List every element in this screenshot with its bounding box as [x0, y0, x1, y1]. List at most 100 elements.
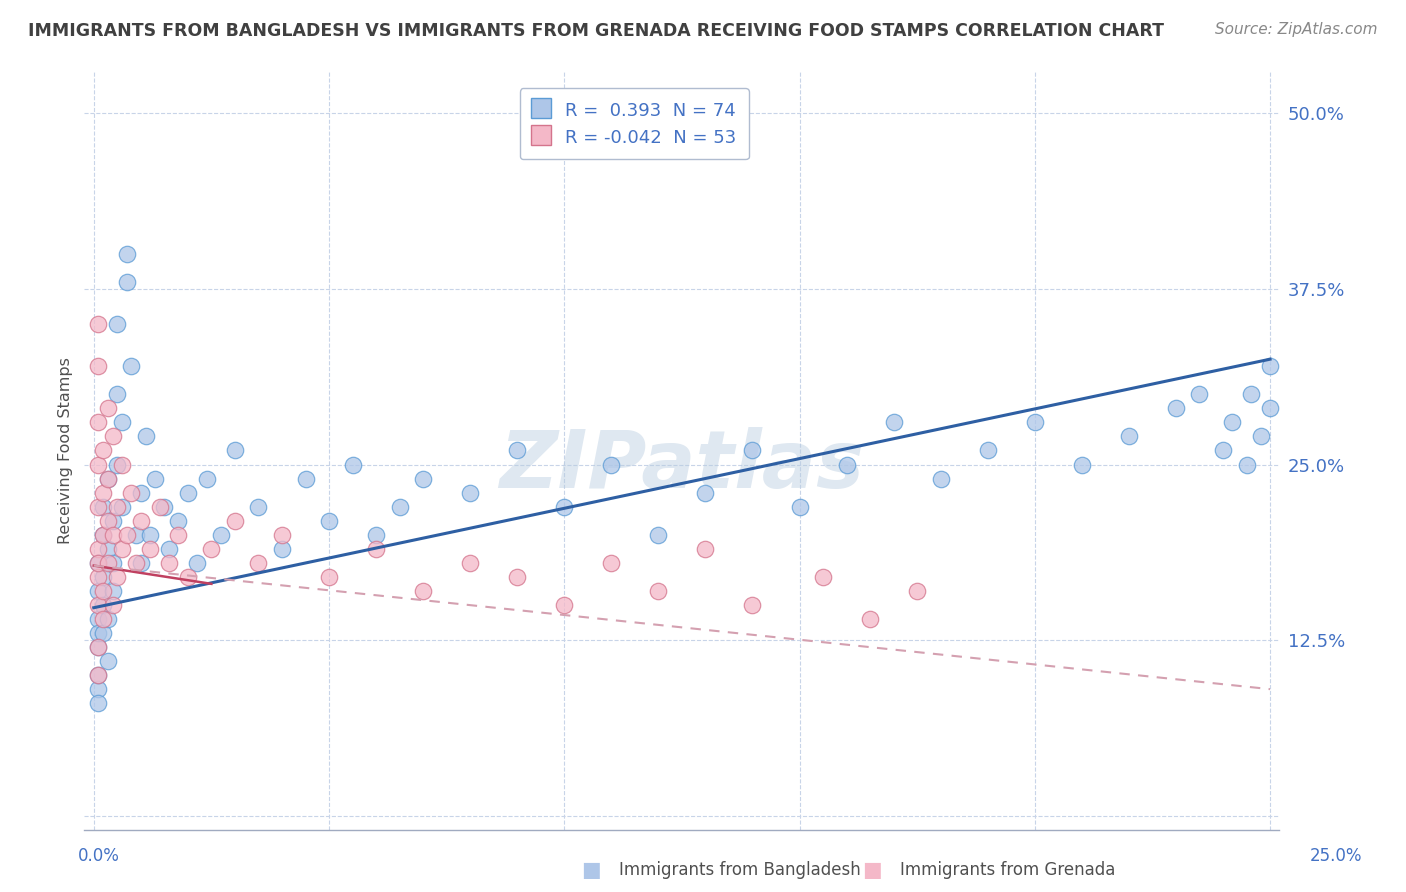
Point: [135, 429, 157, 443]
Point: [87, 598, 110, 612]
Point: [929, 471, 952, 485]
Point: [91, 583, 114, 598]
Point: [1212, 443, 1234, 458]
Point: [1222, 416, 1244, 430]
Point: [364, 541, 387, 556]
Point: [177, 570, 200, 584]
Point: [1250, 429, 1272, 443]
Point: [87, 359, 110, 374]
Point: [1118, 429, 1140, 443]
Point: [87, 317, 110, 331]
Point: [294, 471, 316, 485]
Point: [186, 556, 208, 570]
Point: [97, 471, 120, 485]
Point: [1188, 387, 1211, 401]
Point: [977, 443, 1000, 458]
Point: [87, 668, 110, 682]
Point: [859, 612, 882, 626]
Point: [97, 471, 120, 485]
Point: [125, 556, 148, 570]
Point: [600, 556, 623, 570]
Point: [1258, 359, 1281, 374]
Point: [120, 359, 142, 374]
Point: [224, 443, 246, 458]
Point: [91, 443, 114, 458]
Point: [695, 485, 717, 500]
Point: [101, 429, 124, 443]
Point: [87, 682, 110, 697]
Point: [87, 612, 110, 626]
Point: [87, 668, 110, 682]
Point: [105, 317, 128, 331]
Point: [97, 541, 120, 556]
Text: ZIPatlas: ZIPatlas: [499, 426, 865, 505]
Point: [91, 527, 114, 541]
Point: [412, 471, 434, 485]
Point: [167, 514, 190, 528]
Y-axis label: Receiving Food Stamps: Receiving Food Stamps: [58, 357, 73, 544]
Point: [342, 458, 364, 472]
Point: [97, 401, 120, 416]
Point: [91, 500, 114, 514]
Point: [101, 556, 124, 570]
Point: [115, 275, 138, 289]
Point: [105, 500, 128, 514]
Point: [247, 556, 270, 570]
Point: [789, 500, 811, 514]
Point: [91, 527, 114, 541]
Point: [87, 640, 110, 654]
Point: [271, 527, 294, 541]
Point: [111, 541, 134, 556]
Point: [125, 527, 148, 541]
Point: [97, 556, 120, 570]
Point: [741, 443, 763, 458]
Point: [200, 541, 222, 556]
Point: [741, 598, 763, 612]
Point: [129, 556, 152, 570]
Point: [87, 570, 110, 584]
Point: [364, 527, 387, 541]
Point: [143, 471, 166, 485]
Point: [105, 458, 128, 472]
Point: [600, 458, 623, 472]
Point: [247, 500, 270, 514]
Point: [149, 500, 172, 514]
Point: [271, 541, 294, 556]
Point: [695, 541, 717, 556]
Point: [506, 570, 529, 584]
Point: [905, 583, 928, 598]
Point: [129, 514, 152, 528]
Point: [129, 485, 152, 500]
Point: [458, 556, 481, 570]
Point: [87, 556, 110, 570]
Point: [553, 598, 575, 612]
Point: [87, 541, 110, 556]
Point: [883, 416, 905, 430]
Point: [120, 485, 142, 500]
Point: [811, 570, 834, 584]
Point: [1070, 458, 1092, 472]
Point: [177, 485, 200, 500]
Legend: R =  0.393  N = 74, R = -0.042  N = 53: R = 0.393 N = 74, R = -0.042 N = 53: [520, 88, 748, 159]
Point: [388, 500, 411, 514]
Point: [97, 514, 120, 528]
Point: [553, 500, 575, 514]
Point: [115, 527, 138, 541]
Text: IMMIGRANTS FROM BANGLADESH VS IMMIGRANTS FROM GRENADA RECEIVING FOOD STAMPS CORR: IMMIGRANTS FROM BANGLADESH VS IMMIGRANTS…: [28, 22, 1164, 40]
Point: [1024, 416, 1046, 430]
Point: [224, 514, 246, 528]
Point: [91, 612, 114, 626]
Point: [97, 654, 120, 668]
Point: [105, 570, 128, 584]
Point: [412, 583, 434, 598]
Text: Immigrants from Bangladesh: Immigrants from Bangladesh: [619, 861, 860, 879]
Point: [647, 527, 669, 541]
Point: [101, 598, 124, 612]
Point: [111, 500, 134, 514]
Text: 25.0%: 25.0%: [1309, 847, 1362, 865]
Point: [115, 247, 138, 261]
Point: [157, 541, 180, 556]
Point: [139, 527, 162, 541]
Point: [111, 416, 134, 430]
Point: [111, 458, 134, 472]
